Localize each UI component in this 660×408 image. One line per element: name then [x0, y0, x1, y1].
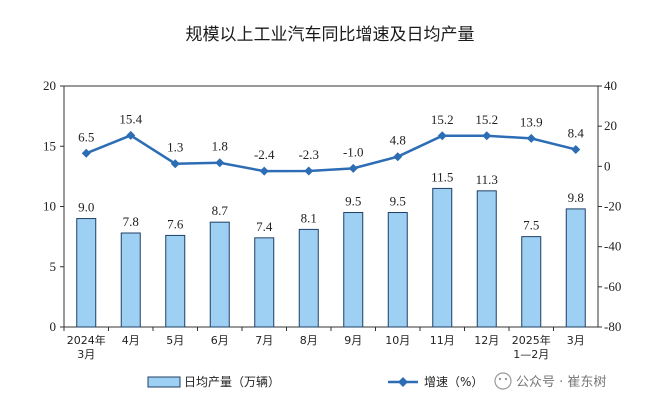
line-marker [81, 148, 91, 158]
watermark: 公众号 · 崔东树 [494, 372, 606, 390]
bar [343, 212, 364, 328]
line-value-label: 8.4 [568, 125, 585, 140]
line-marker [259, 166, 269, 176]
growth-line [85, 134, 577, 173]
bar [254, 237, 275, 328]
y-left-tick-label: 15 [43, 138, 56, 153]
legend-line-label: 增速（%） [424, 375, 483, 389]
bar [565, 208, 586, 328]
line-value-label: 1.3 [167, 140, 183, 155]
chart-title: 规模以上工业汽车同比增速及日均产量 [186, 25, 475, 45]
bar [76, 218, 97, 328]
bar-value-label: 7.5 [523, 218, 539, 233]
line-value-label: 15.2 [431, 112, 454, 127]
line-value-label: -1.0 [343, 144, 364, 159]
x-tick-label: 8月 [300, 334, 318, 347]
line-value-label: -2.4 [254, 147, 275, 162]
bar [165, 234, 186, 328]
x-tick-label: 7月 [255, 334, 273, 347]
y-right-tick-label: -80 [604, 319, 621, 334]
x-tick-label: 11月 [430, 334, 455, 347]
bar-value-label: 9.0 [78, 200, 94, 215]
line-marker [126, 130, 136, 140]
bar-series [76, 187, 586, 328]
plot-frame [63, 85, 599, 328]
line-value-label: -2.3 [298, 147, 319, 162]
line-marker [215, 158, 225, 168]
bar-value-label: 8.7 [212, 203, 229, 218]
y-right-tick-label: -20 [604, 199, 621, 214]
line-marker [170, 159, 180, 169]
line-value-label: 6.5 [78, 129, 94, 144]
bar [298, 228, 319, 328]
y-right-tick-label: 0 [604, 158, 611, 173]
y-right-tick-label: 40 [604, 78, 617, 93]
bar [120, 232, 141, 328]
line-marker [304, 166, 314, 176]
bar [387, 212, 408, 328]
bar-value-label: 11.5 [431, 169, 453, 184]
line-value-label: 15.2 [475, 112, 498, 127]
y-right-tick-label: -40 [604, 239, 621, 254]
line-marker [482, 131, 492, 141]
bar-value-label: 11.3 [476, 172, 498, 187]
x-tick-label: 2024年 [67, 333, 106, 347]
x-tick-label: 6月 [211, 334, 229, 347]
bar [432, 187, 453, 328]
legend-line-marker [398, 377, 408, 387]
x-tick-label: 3月 [567, 334, 585, 347]
legend-bar-swatch [147, 376, 181, 388]
bar-value-label: 9.8 [568, 190, 584, 205]
legend-bar-label: 日均产量（万辆） [184, 375, 280, 389]
x-tick-label: 10月 [385, 334, 410, 347]
wechat-icon [494, 372, 512, 390]
x-tick-label: 3月 [77, 348, 95, 361]
watermark-text: 公众号 · 崔东树 [516, 374, 606, 390]
x-tick-label: 2025年 [512, 333, 551, 347]
bar-value-label: 8.1 [301, 210, 317, 225]
y-left-tick-label: 0 [50, 319, 57, 334]
data-labels: 9.0 7.8 7.6 8.7 7.4 8.1 9.5 9.5 11.5 11.3 7.5 9.8 6.… [78, 111, 584, 233]
y-left-tick-label: 20 [43, 78, 56, 93]
bar-value-label: 7.6 [167, 216, 184, 231]
line-marker [526, 133, 536, 143]
line-value-label: 1.8 [212, 139, 228, 154]
bar [209, 221, 230, 328]
bar-value-label: 7.4 [256, 219, 273, 234]
bar [521, 236, 542, 328]
x-tick-label: 9月 [344, 334, 362, 347]
x-tick-label: 4月 [122, 334, 140, 347]
bar [476, 190, 497, 328]
bar-value-label: 9.5 [345, 194, 361, 209]
x-tick-label: 5月 [166, 334, 184, 347]
x-tick-label: 1—2月 [513, 348, 549, 361]
bar-value-label: 7.8 [123, 214, 139, 229]
line-marker [437, 131, 447, 141]
x-tick-label: 12月 [474, 334, 499, 347]
line-value-label: 4.8 [390, 133, 406, 148]
y-left-tick-label: 10 [43, 199, 56, 214]
line-marker [571, 144, 581, 154]
line-marker [393, 152, 403, 162]
y-right-tick-label: -60 [604, 279, 621, 294]
line-series [81, 130, 581, 176]
line-value-label: 15.4 [119, 111, 142, 126]
line-value-label: 13.9 [520, 114, 543, 129]
line-marker [348, 163, 358, 173]
y-left-tick-label: 5 [50, 259, 57, 274]
y-right-tick-label: 20 [604, 118, 617, 133]
legend: 日均产量（万辆） 增速（%） [147, 375, 483, 389]
bar-value-label: 9.5 [390, 194, 406, 209]
